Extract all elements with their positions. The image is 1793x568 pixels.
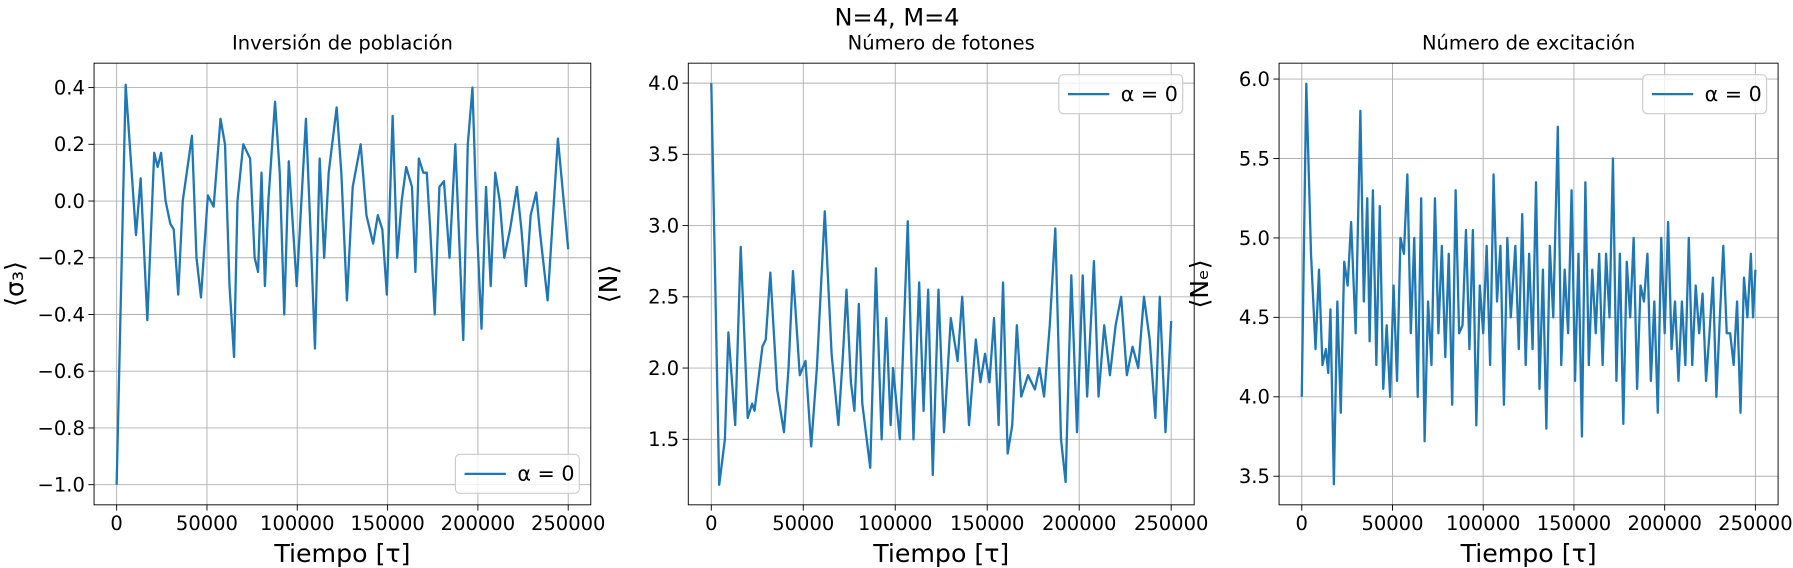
y-tick-label: 0.4 — [54, 76, 85, 99]
y-tick-label: 2.0 — [648, 357, 679, 380]
x-tick-label: 50000 — [772, 512, 834, 535]
y-tick-label: 4.5 — [1239, 306, 1270, 329]
y-tick-label: −0.8 — [38, 417, 85, 440]
x-axis-label: Tiempo [τ] — [273, 539, 410, 568]
x-tick-label: 250000 — [1718, 512, 1792, 535]
y-tick-label: 5.0 — [1239, 227, 1270, 250]
x-tick-label: 200000 — [1042, 512, 1116, 535]
subplot-title: Inversión de población — [232, 31, 453, 54]
legend-box — [1058, 74, 1184, 115]
x-tick-label: 100000 — [1446, 512, 1520, 535]
figure-title: N=4, M=4 — [835, 3, 960, 31]
y-tick-label: −0.2 — [38, 247, 85, 270]
y-tick-label: −0.6 — [38, 360, 85, 383]
y-tick-label: −0.4 — [38, 303, 85, 326]
subplot-title: Número de excitación — [1422, 31, 1635, 54]
legend-box — [1642, 74, 1768, 115]
y-tick-label: 5.5 — [1239, 147, 1270, 170]
x-tick-label: 50000 — [1361, 512, 1423, 535]
y-tick-label: 3.5 — [648, 143, 679, 166]
x-tick-label: 0 — [1296, 512, 1308, 535]
legend-box — [454, 453, 580, 494]
x-axis-label: Tiempo [τ] — [1460, 539, 1597, 568]
y-tick-label: −1.0 — [38, 474, 85, 497]
x-axis-label: Tiempo [τ] — [872, 539, 1009, 568]
x-tick-label: 200000 — [1627, 512, 1701, 535]
subplot: Número de excitación 0 50000 100000 150000 20… — [1185, 31, 1793, 568]
x-tick-label: 0 — [110, 512, 122, 535]
x-tick-label: 250000 — [1134, 512, 1208, 535]
subplot: Número de fotones 0 50000 100000 150000 20000… — [594, 31, 1208, 568]
data-line — [1300, 82, 1757, 486]
y-axis-label: ⟨N⟩ — [594, 265, 623, 304]
subplot: Inversión de población 0 50000 100000 150000… — [0, 31, 605, 568]
data-line — [115, 83, 570, 485]
data-line — [710, 83, 1173, 487]
legend-label: α = 0 — [517, 462, 574, 486]
axes-frame — [1278, 62, 1779, 506]
x-tick-label: 150000 — [350, 512, 424, 535]
y-tick-label: 2.5 — [648, 286, 679, 309]
y-axis-label: ⟨σ₃⟩ — [0, 261, 29, 307]
x-tick-label: 250000 — [531, 512, 605, 535]
x-tick-label: 200000 — [441, 512, 515, 535]
legend-label: α = 0 — [1705, 82, 1762, 106]
y-tick-label: 3.5 — [1239, 465, 1270, 488]
legend-label: α = 0 — [1121, 82, 1178, 106]
y-tick-label: 3.0 — [648, 214, 679, 237]
y-tick-label: 0.2 — [54, 133, 85, 156]
y-tick-label: 4.0 — [648, 72, 679, 95]
x-tick-label: 0 — [705, 512, 717, 535]
x-tick-label: 50000 — [176, 512, 238, 535]
axes-frame — [93, 62, 592, 506]
y-tick-label: 1.5 — [648, 428, 679, 451]
subplot-title: Número de fotones — [848, 31, 1035, 54]
x-tick-label: 150000 — [1537, 512, 1611, 535]
x-tick-label: 100000 — [260, 512, 334, 535]
y-tick-label: 4.0 — [1239, 386, 1270, 409]
axes-frame — [687, 62, 1195, 506]
y-tick-label: 0.0 — [54, 190, 85, 213]
y-axis-label: ⟨Nₑ⟩ — [1185, 259, 1214, 308]
y-tick-label: 6.0 — [1239, 68, 1270, 91]
x-tick-label: 150000 — [950, 512, 1024, 535]
x-tick-label: 100000 — [858, 512, 932, 535]
